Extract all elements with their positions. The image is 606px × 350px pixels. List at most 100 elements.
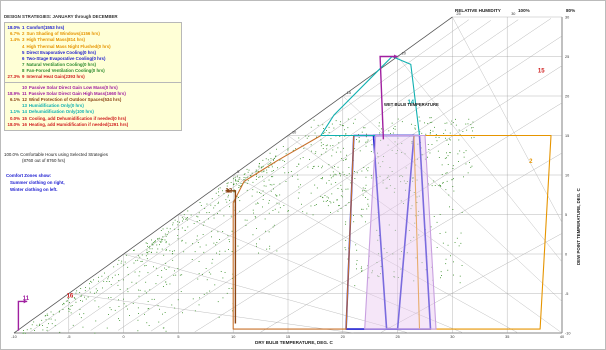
legend-item-text: High Thermal Mass(814 hrs) bbox=[26, 37, 86, 43]
data-point bbox=[358, 137, 360, 138]
data-point bbox=[146, 258, 148, 260]
data-point bbox=[356, 249, 358, 251]
axes: RELATIVE HUMIDITY 100% 80% DRY BULB TEMP… bbox=[11, 8, 581, 345]
data-point bbox=[162, 239, 164, 240]
data-point bbox=[227, 196, 229, 198]
data-point bbox=[224, 272, 226, 273]
data-point bbox=[331, 155, 333, 157]
data-point bbox=[402, 176, 404, 178]
data-point bbox=[260, 192, 262, 194]
legend-item-number: 15 bbox=[22, 115, 27, 121]
data-point bbox=[367, 139, 369, 141]
data-point bbox=[414, 215, 416, 217]
data-point bbox=[287, 149, 289, 151]
data-point bbox=[132, 303, 134, 304]
data-point bbox=[26, 329, 28, 331]
y-axis-label: DEW POINT TEMPERATURE, DEG. C bbox=[576, 187, 581, 265]
data-point bbox=[363, 127, 365, 129]
data-point bbox=[325, 151, 327, 153]
data-point bbox=[433, 180, 435, 182]
data-point bbox=[222, 297, 224, 299]
wet-bulb-tick-label: 30 bbox=[511, 12, 515, 16]
data-point bbox=[446, 157, 447, 159]
data-point bbox=[298, 192, 300, 194]
data-point bbox=[442, 182, 444, 183]
data-point bbox=[162, 236, 164, 238]
data-point bbox=[371, 272, 373, 274]
data-point bbox=[324, 131, 326, 133]
data-point bbox=[363, 189, 365, 191]
data-point bbox=[173, 274, 175, 276]
data-point bbox=[94, 332, 96, 334]
data-point bbox=[347, 188, 349, 190]
data-point bbox=[285, 153, 287, 155]
data-point bbox=[271, 184, 273, 186]
data-point bbox=[383, 156, 384, 157]
data-point bbox=[345, 158, 347, 160]
data-point bbox=[394, 126, 396, 127]
data-point bbox=[370, 175, 372, 177]
data-point bbox=[137, 330, 139, 332]
wet-bulb-tick-label: 5 bbox=[237, 170, 239, 174]
data-point bbox=[438, 157, 440, 158]
data-point bbox=[258, 165, 260, 167]
data-point bbox=[415, 257, 417, 259]
legend-item-pct: 27.3% bbox=[7, 74, 20, 79]
data-point bbox=[153, 298, 155, 300]
summary: 100.0% Comfortable Hours using Selected … bbox=[4, 152, 108, 164]
data-point bbox=[414, 128, 416, 130]
data-point bbox=[146, 292, 147, 294]
data-point bbox=[339, 173, 341, 175]
data-point bbox=[139, 271, 141, 273]
data-point bbox=[329, 174, 331, 176]
data-point bbox=[248, 169, 250, 171]
x-axis-label: DRY BULB TEMPERATURE, DEG. C bbox=[255, 340, 333, 345]
data-point bbox=[405, 189, 406, 191]
data-point bbox=[271, 164, 273, 166]
data-point bbox=[278, 211, 280, 213]
data-point bbox=[450, 123, 452, 125]
data-point bbox=[411, 142, 413, 144]
data-point bbox=[83, 313, 85, 315]
data-point bbox=[245, 177, 247, 179]
data-point bbox=[323, 128, 324, 129]
data-point bbox=[273, 159, 274, 161]
data-point bbox=[68, 308, 70, 310]
x-tick-label: 20 bbox=[341, 335, 345, 339]
data-point bbox=[263, 194, 264, 196]
data-point bbox=[308, 135, 310, 137]
data-point bbox=[172, 250, 173, 252]
data-point bbox=[268, 231, 270, 233]
data-point bbox=[185, 242, 187, 244]
data-point bbox=[442, 242, 444, 244]
data-point bbox=[138, 313, 139, 314]
data-point bbox=[416, 196, 418, 198]
data-point bbox=[131, 281, 133, 283]
data-point bbox=[269, 152, 271, 154]
x-tick-label: 30 bbox=[450, 335, 454, 339]
data-point bbox=[362, 190, 363, 192]
data-point bbox=[337, 199, 338, 201]
data-point bbox=[452, 122, 454, 124]
data-point bbox=[137, 307, 139, 309]
data-point bbox=[208, 212, 210, 213]
data-point bbox=[97, 290, 98, 292]
data-point bbox=[179, 221, 180, 223]
data-point bbox=[354, 285, 356, 287]
data-point bbox=[168, 243, 170, 245]
data-point bbox=[444, 129, 446, 131]
x-tick-label: 10 bbox=[231, 335, 235, 339]
data-point bbox=[109, 307, 111, 309]
legend-item-12: 6.1% 12 Wind Protection of Outdoor Spaces(… bbox=[6, 97, 180, 103]
data-point bbox=[211, 262, 213, 264]
data-point bbox=[456, 237, 458, 239]
data-point bbox=[229, 241, 230, 243]
data-point bbox=[223, 215, 225, 217]
data-point bbox=[274, 158, 275, 159]
data-point bbox=[232, 277, 233, 279]
data-point bbox=[67, 300, 68, 302]
data-point bbox=[302, 211, 304, 213]
data-point bbox=[323, 200, 325, 202]
data-point bbox=[214, 205, 216, 207]
data-point bbox=[58, 311, 60, 313]
